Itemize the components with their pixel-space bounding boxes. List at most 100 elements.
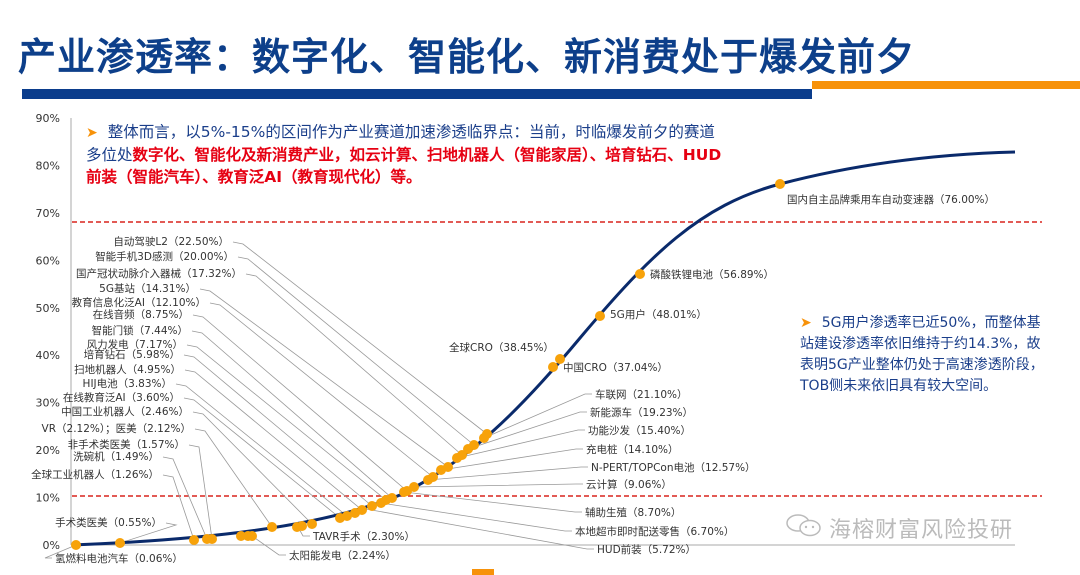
point-label: 新能源车（19.23%） <box>590 406 693 419</box>
data-point-dot <box>357 505 367 515</box>
main-note: ➤ 整体而言，以5%-15%的区间作为产业赛道加速渗透临界点：当前，时临爆发前夕的… <box>86 121 726 188</box>
point-label: 在线音频（8.75%） <box>93 308 189 321</box>
point-label: 氢燃料电池汽车（0.06%） <box>55 552 183 565</box>
point-label: 智能门锁（7.44%） <box>92 324 188 337</box>
data-point-dot <box>115 538 125 548</box>
watermark-text: 海榕财富风险投研 <box>829 518 1014 543</box>
point-label: 手术类医美（0.55%） <box>55 516 162 529</box>
point-label: 智能手机3D感测（20.00%） <box>95 250 234 263</box>
title-underline-blue <box>22 89 812 99</box>
leader-line <box>183 397 341 519</box>
point-label: 全球CRO（38.45%） <box>449 341 554 354</box>
data-point-dot <box>189 535 199 545</box>
leader-line <box>188 444 213 540</box>
arrow-bullet-icon: ➤ <box>800 315 812 331</box>
point-label: 本地超市即时配送零售（6.70%） <box>575 525 734 538</box>
leader-line <box>191 330 393 499</box>
data-point-dot <box>775 179 785 189</box>
point-label: 充电桩（14.10%） <box>586 443 679 456</box>
bottom-orange-tab <box>472 569 494 575</box>
point-label: 培育钻石（5.98%） <box>84 348 180 361</box>
data-point-dot <box>71 540 81 550</box>
page-title: 产业渗透率：数字化、智能化、新消费处于爆发前夕 <box>18 35 916 79</box>
leader-line <box>162 456 208 540</box>
title-underline-orange <box>812 81 1080 89</box>
y-tick-label: 30% <box>36 397 60 410</box>
point-label: HIJ电池（3.83%） <box>83 377 172 390</box>
point-label: 辅助生殖（8.70%） <box>585 506 681 519</box>
point-label: 教育信息化泛AI（12.10%） <box>72 296 206 309</box>
data-point-dot <box>555 354 565 364</box>
point-label: TAVR手术（2.30%） <box>312 530 415 543</box>
point-label: 在线教育泛AI（3.60%） <box>63 391 180 404</box>
data-point-dot <box>207 534 217 544</box>
leader-lines <box>44 241 594 559</box>
data-point-dot <box>236 531 246 541</box>
leader-line <box>365 508 594 550</box>
y-tick-label: 90% <box>36 112 60 125</box>
data-point-dot <box>469 440 479 450</box>
y-tick-label: 80% <box>36 159 60 172</box>
y-tick-label: 20% <box>36 444 60 457</box>
point-label: VR（2.12%）；医美（2.12%） <box>42 422 191 435</box>
point-label: 自动驾驶L2（22.50%） <box>113 235 229 248</box>
leader-line <box>245 273 463 456</box>
main-note-text: 整体而言，以5%-15%的区间作为产业赛道加速渗透临界点：当前，时临爆发前夕的赛… <box>86 123 715 164</box>
data-point-dot <box>428 472 438 482</box>
data-point-dot <box>307 519 317 529</box>
leader-line <box>440 448 583 471</box>
data-point-dot <box>387 493 397 503</box>
y-axis: 0% 10% 20% 30% 40% 50% 60% 70% 80% 90% <box>36 112 1015 552</box>
leader-line <box>403 491 582 513</box>
y-tick-label: 40% <box>36 349 60 362</box>
point-label: 洗碗机（1.49%） <box>73 450 159 463</box>
point-label: 风力发电（7.17%） <box>87 338 183 351</box>
leader-line <box>186 344 387 501</box>
y-tick-label: 70% <box>36 207 60 220</box>
leader-line <box>183 354 373 507</box>
point-label: 全球工业机器人（1.26%） <box>31 468 159 481</box>
main-note-highlight: 数字化、智能化及新消费产业，如云计算、扫地机器人（智能家居）、培育钻石、HUD前… <box>86 146 722 186</box>
y-tick-label: 10% <box>36 492 60 505</box>
data-point-dot <box>342 511 352 521</box>
leader-line <box>175 383 348 517</box>
leader-line <box>251 535 286 556</box>
wechat-icon <box>785 513 825 545</box>
leader-line <box>456 429 585 459</box>
side-note-text: 5G用户渗透率已近50%，而整体基站建设渗透率依旧维持于约14.3%，故表明5G… <box>800 315 1044 394</box>
data-point-dot <box>595 311 605 321</box>
point-label: 国产冠状动脉介入器械（17.32%） <box>76 267 242 280</box>
reference-lines <box>72 221 1042 497</box>
data-points <box>71 179 785 550</box>
leader-line <box>237 256 475 446</box>
s-curve-line <box>71 150 1016 547</box>
data-point-dot <box>635 269 645 279</box>
point-label: 5G基站（14.31%） <box>99 282 196 295</box>
data-point-dot <box>443 462 453 472</box>
point-label: 功能沙发（15.40%） <box>588 424 691 437</box>
point-label: 非手术类医美（1.57%） <box>68 438 185 451</box>
point-label: 云计算（9.06%） <box>586 478 672 491</box>
leader-line <box>413 483 583 488</box>
point-label: 中国工业机器人（2.46%） <box>61 405 189 418</box>
leader-line <box>44 544 77 559</box>
y-tick-label: 60% <box>36 254 60 267</box>
leader-line <box>162 474 195 541</box>
point-label: N-PERT/TOPCon电池（12.57%） <box>591 461 756 474</box>
data-point-dot <box>409 482 419 492</box>
side-note: ➤ 5G用户渗透率已近50%，而整体基站建设渗透率依旧维持于约14.3%，故表明5… <box>800 313 1050 397</box>
arrow-bullet-icon: ➤ <box>86 125 98 141</box>
y-tick-label: 50% <box>36 302 60 315</box>
leader-line <box>209 302 434 478</box>
leader-line <box>427 466 588 481</box>
data-point-dot <box>548 362 558 372</box>
point-label: 太阳能发电（2.24%） <box>289 549 396 562</box>
leader-line <box>194 428 273 528</box>
data-point-dot <box>247 531 257 541</box>
watermark: 海榕财富风险投研 <box>785 512 1013 545</box>
point-label: 车联网（21.10%） <box>595 388 688 401</box>
data-point-dot <box>267 522 277 532</box>
y-tick-label: 0% <box>43 539 60 552</box>
leader-line <box>380 502 572 532</box>
